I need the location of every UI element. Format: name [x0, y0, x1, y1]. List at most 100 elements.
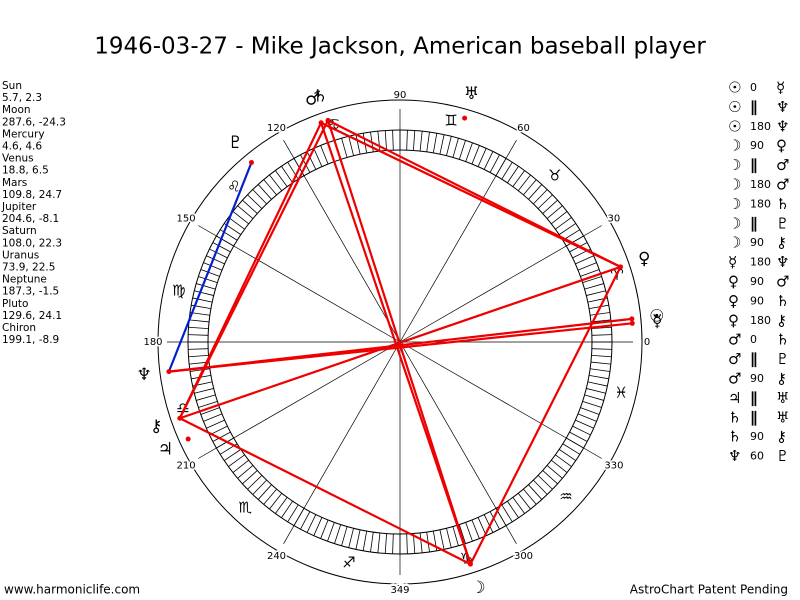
- band-tick: [465, 142, 473, 162]
- band-tick: [587, 381, 608, 387]
- band-tick: [501, 162, 513, 180]
- band-tick: [439, 529, 445, 550]
- title: 1946-03-27 - Mike Jackson, American base…: [94, 34, 706, 60]
- aspect-to: ♄: [776, 331, 789, 349]
- band-tick: [203, 413, 223, 422]
- aspect-type: 180: [750, 120, 771, 133]
- band-tick: [537, 194, 553, 209]
- band-tick: [200, 269, 220, 277]
- band-tick: [512, 497, 525, 514]
- aspect-to: ⚷: [776, 370, 787, 388]
- band-tick: [220, 229, 238, 241]
- aspect-from: ♄: [728, 408, 741, 426]
- band-tick: [533, 479, 548, 495]
- aspect-type: ∥: [750, 389, 758, 407]
- aspect-from: ☽: [728, 176, 741, 194]
- band-tick: [263, 488, 277, 505]
- aspect-type: ∥: [750, 214, 758, 232]
- band-tick: [572, 425, 591, 436]
- planet-coords: 187.3, -1.5: [2, 286, 59, 298]
- band-tick: [206, 419, 225, 429]
- planet-point: [318, 120, 324, 126]
- band-tick: [569, 431, 588, 442]
- band-tick: [252, 479, 267, 495]
- aspect-line: [168, 322, 633, 373]
- band-tick: [452, 526, 459, 546]
- spoke: [198, 341, 401, 459]
- band-tick: [228, 217, 245, 230]
- planet-coords: 109.8, 24.7: [2, 189, 62, 201]
- planet-glyph: ♆: [136, 365, 151, 385]
- aspect-type: 90: [750, 372, 764, 385]
- band-tick: [586, 290, 606, 296]
- spoke: [399, 225, 602, 343]
- band-tick: [257, 184, 272, 200]
- band-tick: [194, 388, 214, 394]
- planet-name: Mars: [2, 177, 27, 189]
- aspect-to: ♇: [776, 447, 789, 465]
- band-tick: [384, 130, 388, 151]
- aspect-to: ♄: [776, 292, 789, 310]
- spoke: [399, 140, 517, 343]
- band-tick: [313, 148, 323, 167]
- footer-right: AstroChart Patent Pending: [630, 583, 788, 597]
- aspect-from: ☽: [728, 137, 741, 155]
- band-tick: [334, 524, 342, 544]
- band-tick: [546, 205, 563, 219]
- band-tick: [542, 199, 558, 214]
- band-tick: [190, 368, 210, 372]
- planet-name: Saturn: [2, 225, 37, 237]
- aspect-from: ☉: [728, 98, 741, 116]
- band-tick: [589, 304, 609, 310]
- band-tick: [355, 529, 361, 550]
- band-tick: [558, 449, 576, 461]
- band-tick: [471, 145, 480, 165]
- band-tick: [483, 514, 494, 533]
- band-tick: [551, 211, 568, 225]
- wheel: [157, 99, 643, 585]
- band-tick: [575, 255, 594, 265]
- band-tick: [392, 533, 394, 554]
- band-tick: [483, 151, 494, 170]
- band-tick: [300, 511, 311, 530]
- band-tick: [577, 262, 597, 271]
- planet-glyph: ♇: [228, 133, 243, 153]
- band-tick: [432, 133, 438, 153]
- band-tick: [196, 394, 216, 401]
- degree-label: 150: [177, 214, 196, 225]
- aspect-type: 90: [750, 294, 764, 307]
- aspect-to: ♄: [776, 195, 789, 213]
- aspect-lines: [167, 119, 633, 566]
- band-tick: [477, 517, 487, 536]
- band-tick: [384, 533, 388, 554]
- degree-label: 240: [267, 551, 286, 562]
- band-tick: [582, 276, 602, 284]
- band-tick: [419, 131, 423, 152]
- band-tick: [419, 532, 423, 553]
- band-tick: [242, 470, 258, 485]
- degree-label: 0: [644, 337, 650, 348]
- aspect-to: ♂: [776, 156, 789, 174]
- aspect-to: ♆: [776, 253, 789, 271]
- planet-point: [629, 316, 635, 322]
- band-tick: [477, 148, 487, 167]
- band-tick: [575, 419, 594, 429]
- band-tick: [212, 242, 231, 253]
- planet-name: Chiron: [2, 322, 36, 334]
- band-tick: [591, 354, 612, 358]
- planet-coords: 199.1, -8.9: [2, 334, 59, 346]
- band-tick: [591, 326, 612, 330]
- spoke: [399, 341, 602, 459]
- planet-glyph: ⚷: [150, 416, 162, 436]
- planet-glyph: ☽: [470, 578, 485, 598]
- band-tick: [580, 269, 600, 277]
- band-tick: [439, 134, 445, 155]
- sign-glyph: ♌: [227, 178, 240, 196]
- band-tick: [370, 532, 374, 552]
- band-tick: [523, 488, 537, 505]
- aspect-to: ♂: [776, 273, 789, 291]
- aspect-from: ♂: [728, 331, 741, 349]
- band-tick: [558, 223, 576, 235]
- band-tick: [528, 484, 543, 500]
